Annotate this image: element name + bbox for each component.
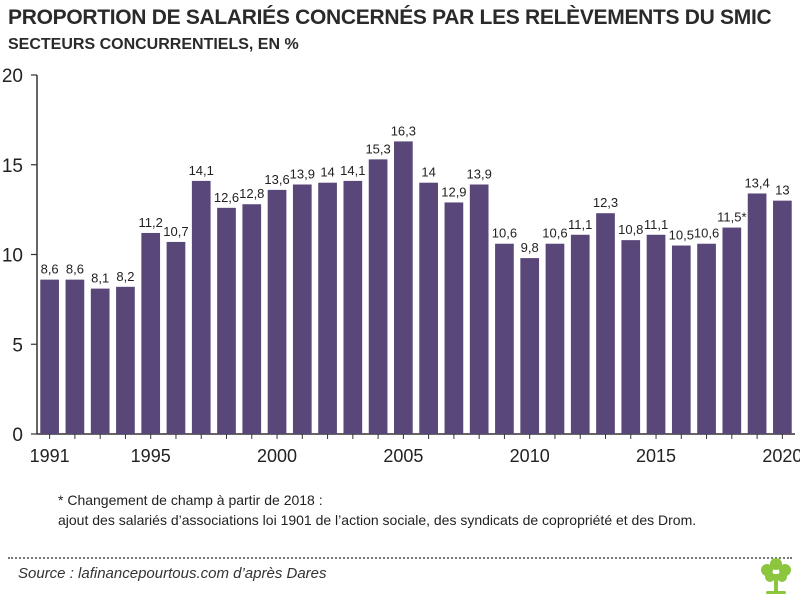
bar — [520, 258, 540, 434]
bar — [368, 159, 388, 435]
x-tick-label: 2000 — [257, 446, 297, 466]
footnote-line-2: ajout des salariés d’associations loi 19… — [58, 512, 697, 528]
bar-value-label: 11,5* — [717, 210, 746, 225]
bar — [570, 234, 590, 434]
bar — [267, 189, 287, 434]
y-tick-label: 0 — [12, 425, 23, 446]
bar — [469, 184, 489, 434]
bar — [65, 279, 85, 434]
bar — [292, 184, 312, 434]
source-note: Source : lafinancepourtous.com d’après D… — [18, 565, 327, 582]
x-tick-label: 1995 — [131, 446, 171, 466]
bar-value-label: 10,5 — [669, 228, 694, 243]
footnote-line-1: * Changement de champ à partir de 2018 : — [58, 492, 323, 508]
bar-value-label: 11,2 — [139, 215, 163, 230]
bar — [40, 279, 59, 434]
bar-value-label: 10,6 — [694, 226, 719, 241]
bar-value-label: 13,9 — [290, 166, 315, 181]
bar — [90, 288, 110, 434]
x-tick-label: 2020 — [762, 446, 800, 466]
bar-value-label: 10,8 — [618, 222, 643, 237]
bar — [621, 240, 641, 434]
bar-value-label: 10,7 — [163, 224, 188, 239]
bar-value-label: 15,3 — [365, 141, 390, 156]
bar-value-label: 8,2 — [116, 269, 134, 284]
bar — [671, 245, 691, 434]
bar-value-label: 8,1 — [91, 271, 109, 286]
bar-value-label: 12,6 — [214, 190, 239, 205]
bar-value-label: 14 — [421, 165, 435, 180]
bar-value-label: 13 — [775, 183, 789, 198]
bar-value-label: 14,1 — [340, 163, 365, 178]
y-tick-label: 10 — [2, 246, 23, 267]
bar — [419, 182, 438, 434]
bar-value-label: 13,4 — [744, 175, 769, 190]
y-tick-label: 20 — [2, 66, 23, 87]
bar — [697, 243, 716, 434]
bar — [166, 241, 186, 434]
y-tick-label: 15 — [2, 156, 23, 177]
x-tick-label: 2005 — [383, 446, 423, 466]
bar — [495, 243, 514, 434]
bar — [596, 213, 615, 434]
bar — [773, 200, 792, 434]
bar-value-label: 12,8 — [239, 186, 264, 201]
bar-value-label: 10,6 — [492, 226, 517, 241]
x-tick-label: 1991 — [30, 446, 70, 466]
bar — [141, 232, 161, 434]
bar-value-label: 11,1 — [644, 217, 668, 232]
bar-value-label: 14,1 — [189, 163, 214, 178]
bar-value-label: 12,9 — [441, 184, 466, 199]
bar — [343, 180, 363, 434]
bar — [318, 182, 337, 434]
bar — [217, 207, 236, 434]
bar — [191, 180, 211, 434]
bar-value-label: 9,8 — [521, 240, 539, 255]
bar-value-label: 8,6 — [66, 262, 84, 277]
bar — [394, 141, 413, 435]
separator — [8, 557, 792, 559]
x-tick-label: 2015 — [636, 446, 676, 466]
bar-value-label: 16,3 — [391, 123, 416, 138]
bar-value-label: 13,6 — [264, 172, 289, 187]
bar — [545, 243, 565, 434]
bar-value-label: 12,3 — [593, 195, 618, 210]
x-tick-label: 2010 — [510, 446, 550, 466]
bar — [646, 234, 666, 434]
y-tick-label: 5 — [12, 335, 23, 356]
bar-value-label: 13,9 — [467, 166, 492, 181]
bar — [444, 202, 464, 434]
chart-title: PROPORTION DE SALARIÉS CONCERNÉS PAR LES… — [8, 6, 772, 29]
bar-value-label: 11,1 — [568, 217, 592, 232]
bar-value-label: 14 — [320, 165, 334, 180]
bar — [747, 193, 767, 434]
footnote: * Changement de champ à partir de 2018 :… — [58, 490, 696, 530]
bar — [116, 286, 135, 434]
bar — [722, 227, 742, 434]
bar — [242, 204, 262, 434]
bar-value-label: 8,6 — [41, 262, 59, 277]
chart-subtitle: SECTEURS CONCURRENTIELS, EN % — [8, 36, 299, 53]
tree-icon — [761, 558, 791, 594]
bar-value-label: 10,6 — [542, 226, 567, 241]
